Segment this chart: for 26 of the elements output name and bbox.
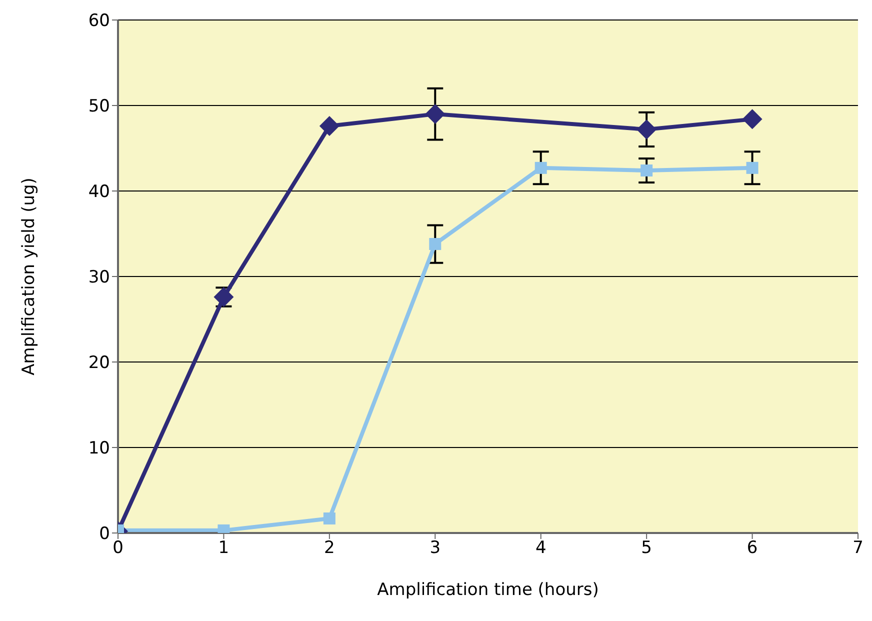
y-tick-label: 10 bbox=[88, 438, 110, 459]
point bbox=[640, 164, 653, 176]
point bbox=[636, 119, 657, 140]
point bbox=[319, 116, 340, 136]
y-tick-label: 0 bbox=[99, 524, 110, 544]
point bbox=[323, 512, 336, 524]
x-axis-title: Amplification time (hours) bbox=[377, 580, 599, 600]
point bbox=[425, 104, 446, 124]
x-tick-label: 3 bbox=[430, 538, 441, 558]
y-tick-label: 40 bbox=[88, 182, 110, 202]
x-tick-label: 1 bbox=[218, 538, 230, 558]
point bbox=[534, 162, 547, 174]
point bbox=[742, 109, 762, 130]
x-tick-label: 0 bbox=[112, 538, 124, 558]
x-tick-label: 2 bbox=[324, 538, 335, 558]
x-tick-label: 7 bbox=[852, 538, 864, 558]
x-tick-label: 4 bbox=[535, 538, 546, 558]
y-tick-label: 60 bbox=[88, 11, 110, 32]
point bbox=[746, 162, 758, 174]
point bbox=[429, 238, 442, 250]
y-tick-label: 20 bbox=[88, 353, 110, 374]
x-tick-label: 6 bbox=[746, 538, 758, 558]
y-axis-title: Amplification yield (ug) bbox=[19, 178, 40, 376]
y-tick-label: 50 bbox=[88, 96, 110, 117]
x-tick-label: 5 bbox=[641, 538, 652, 558]
y-tick-label: 30 bbox=[88, 268, 110, 288]
